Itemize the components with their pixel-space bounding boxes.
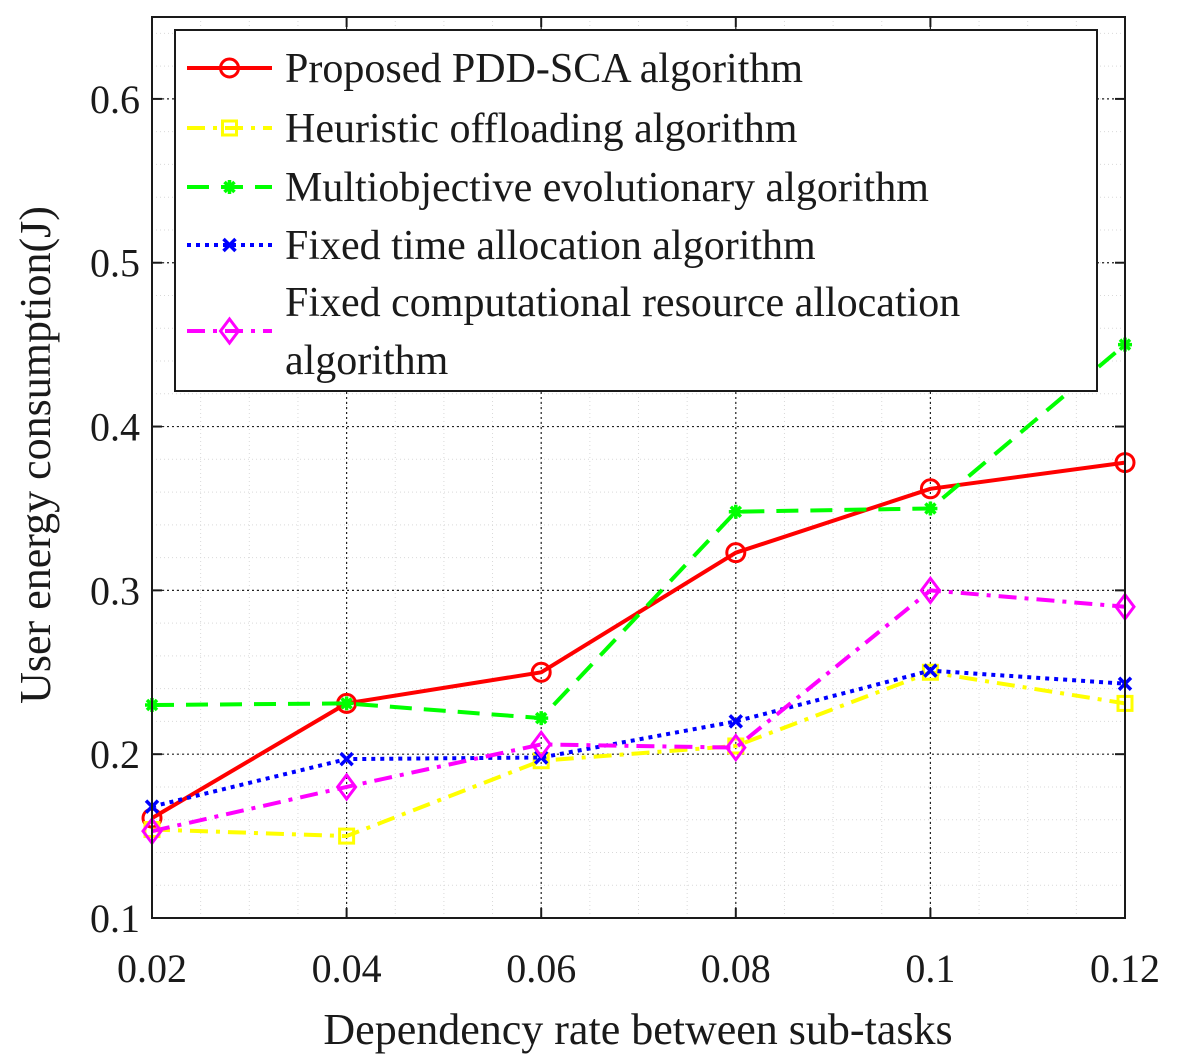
x-tick-label: 0.06 [506,946,576,991]
y-tick-label: 0.4 [90,405,140,450]
legend-entry-3: Multiobjective evolutionary algorithm [187,165,929,211]
data-point [534,711,549,726]
data-point [919,575,942,605]
x-axis-title: Dependency rate between sub-tasks [323,1005,952,1054]
plot-frame [151,16,1126,919]
data-point [724,733,747,763]
data-point [919,478,941,500]
legend-box [174,29,1098,392]
legend-entry-1: Proposed PDD-SCA algorithm [187,46,803,92]
data-point [222,180,237,194]
y-tick-label: 0.3 [90,568,140,613]
data-point [218,316,241,346]
y-tick-label: 0.5 [90,241,140,286]
x-tick-label: 0.1 [905,946,955,991]
legend-label: algorithm [285,338,449,384]
legend-label: Multiobjective evolutionary algorithm [285,165,929,211]
data-point [338,827,356,845]
series-line [151,588,1126,834]
data-point [339,751,354,767]
data-point [728,504,743,519]
y-axis-title: User energy consumption(J) [11,206,60,704]
data-point [725,542,747,564]
data-point [530,661,552,683]
x-tick-label: 0.08 [701,946,771,991]
data-point [923,501,938,516]
data-point [222,237,237,253]
data-point [530,729,553,759]
data-point [221,119,238,137]
x-tick-label: 0.04 [312,946,382,991]
x-tick-label: 0.12 [1090,946,1160,991]
y-tick-label: 0.6 [90,77,140,122]
legend-entry-2: Heuristic offloading algorithm [187,106,798,152]
y-tick-label: 0.2 [90,732,140,777]
data-point [219,57,240,79]
legend-label: Fixed computational resource allocation [285,280,960,326]
legend-label: Proposed PDD-SCA algorithm [285,46,803,92]
x-tick-label: 0.02 [117,946,187,991]
series-line [151,670,1126,839]
legend: Proposed PDD-SCA algorithm Heuristic offl… [174,29,1098,392]
legend-label: Fixed time allocation algorithm [285,223,816,269]
data-point [335,772,358,802]
series-line [151,343,1127,721]
data-point [532,752,550,770]
series-5 [141,575,1136,846]
data-point [339,696,354,711]
axes: 0.02 0.04 0.06 0.08 0.1 0.12 0.1 0.2 0.3 0.4 0.5 0.… [90,16,1160,991]
data-point [923,663,938,678]
legend-entry-5: Fixed computational resource allocation a… [187,280,960,384]
data-point [728,714,744,729]
legend-label: Heuristic offloading algorithm [285,106,798,152]
y-tick-label: 0.1 [90,896,140,941]
legend-entry-4: Fixed time allocation algorithm [187,223,816,269]
series-line [150,460,1126,820]
